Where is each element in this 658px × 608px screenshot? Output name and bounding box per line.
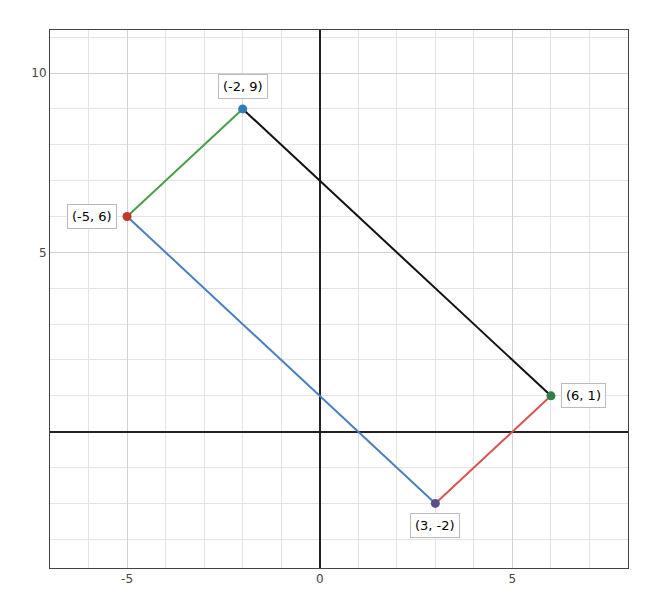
svg-text:(6, 1): (6, 1) (566, 388, 601, 403)
svg-text:5: 5 (509, 572, 517, 586)
svg-text:10: 10 (31, 66, 46, 80)
svg-text:(-2, 9): (-2, 9) (223, 79, 263, 94)
svg-text:0: 0 (316, 572, 324, 586)
svg-text:5: 5 (39, 246, 47, 260)
svg-text:(3, -2): (3, -2) (415, 518, 455, 533)
svg-text:(-5, 6): (-5, 6) (72, 209, 112, 224)
svg-text:-5: -5 (121, 572, 133, 586)
